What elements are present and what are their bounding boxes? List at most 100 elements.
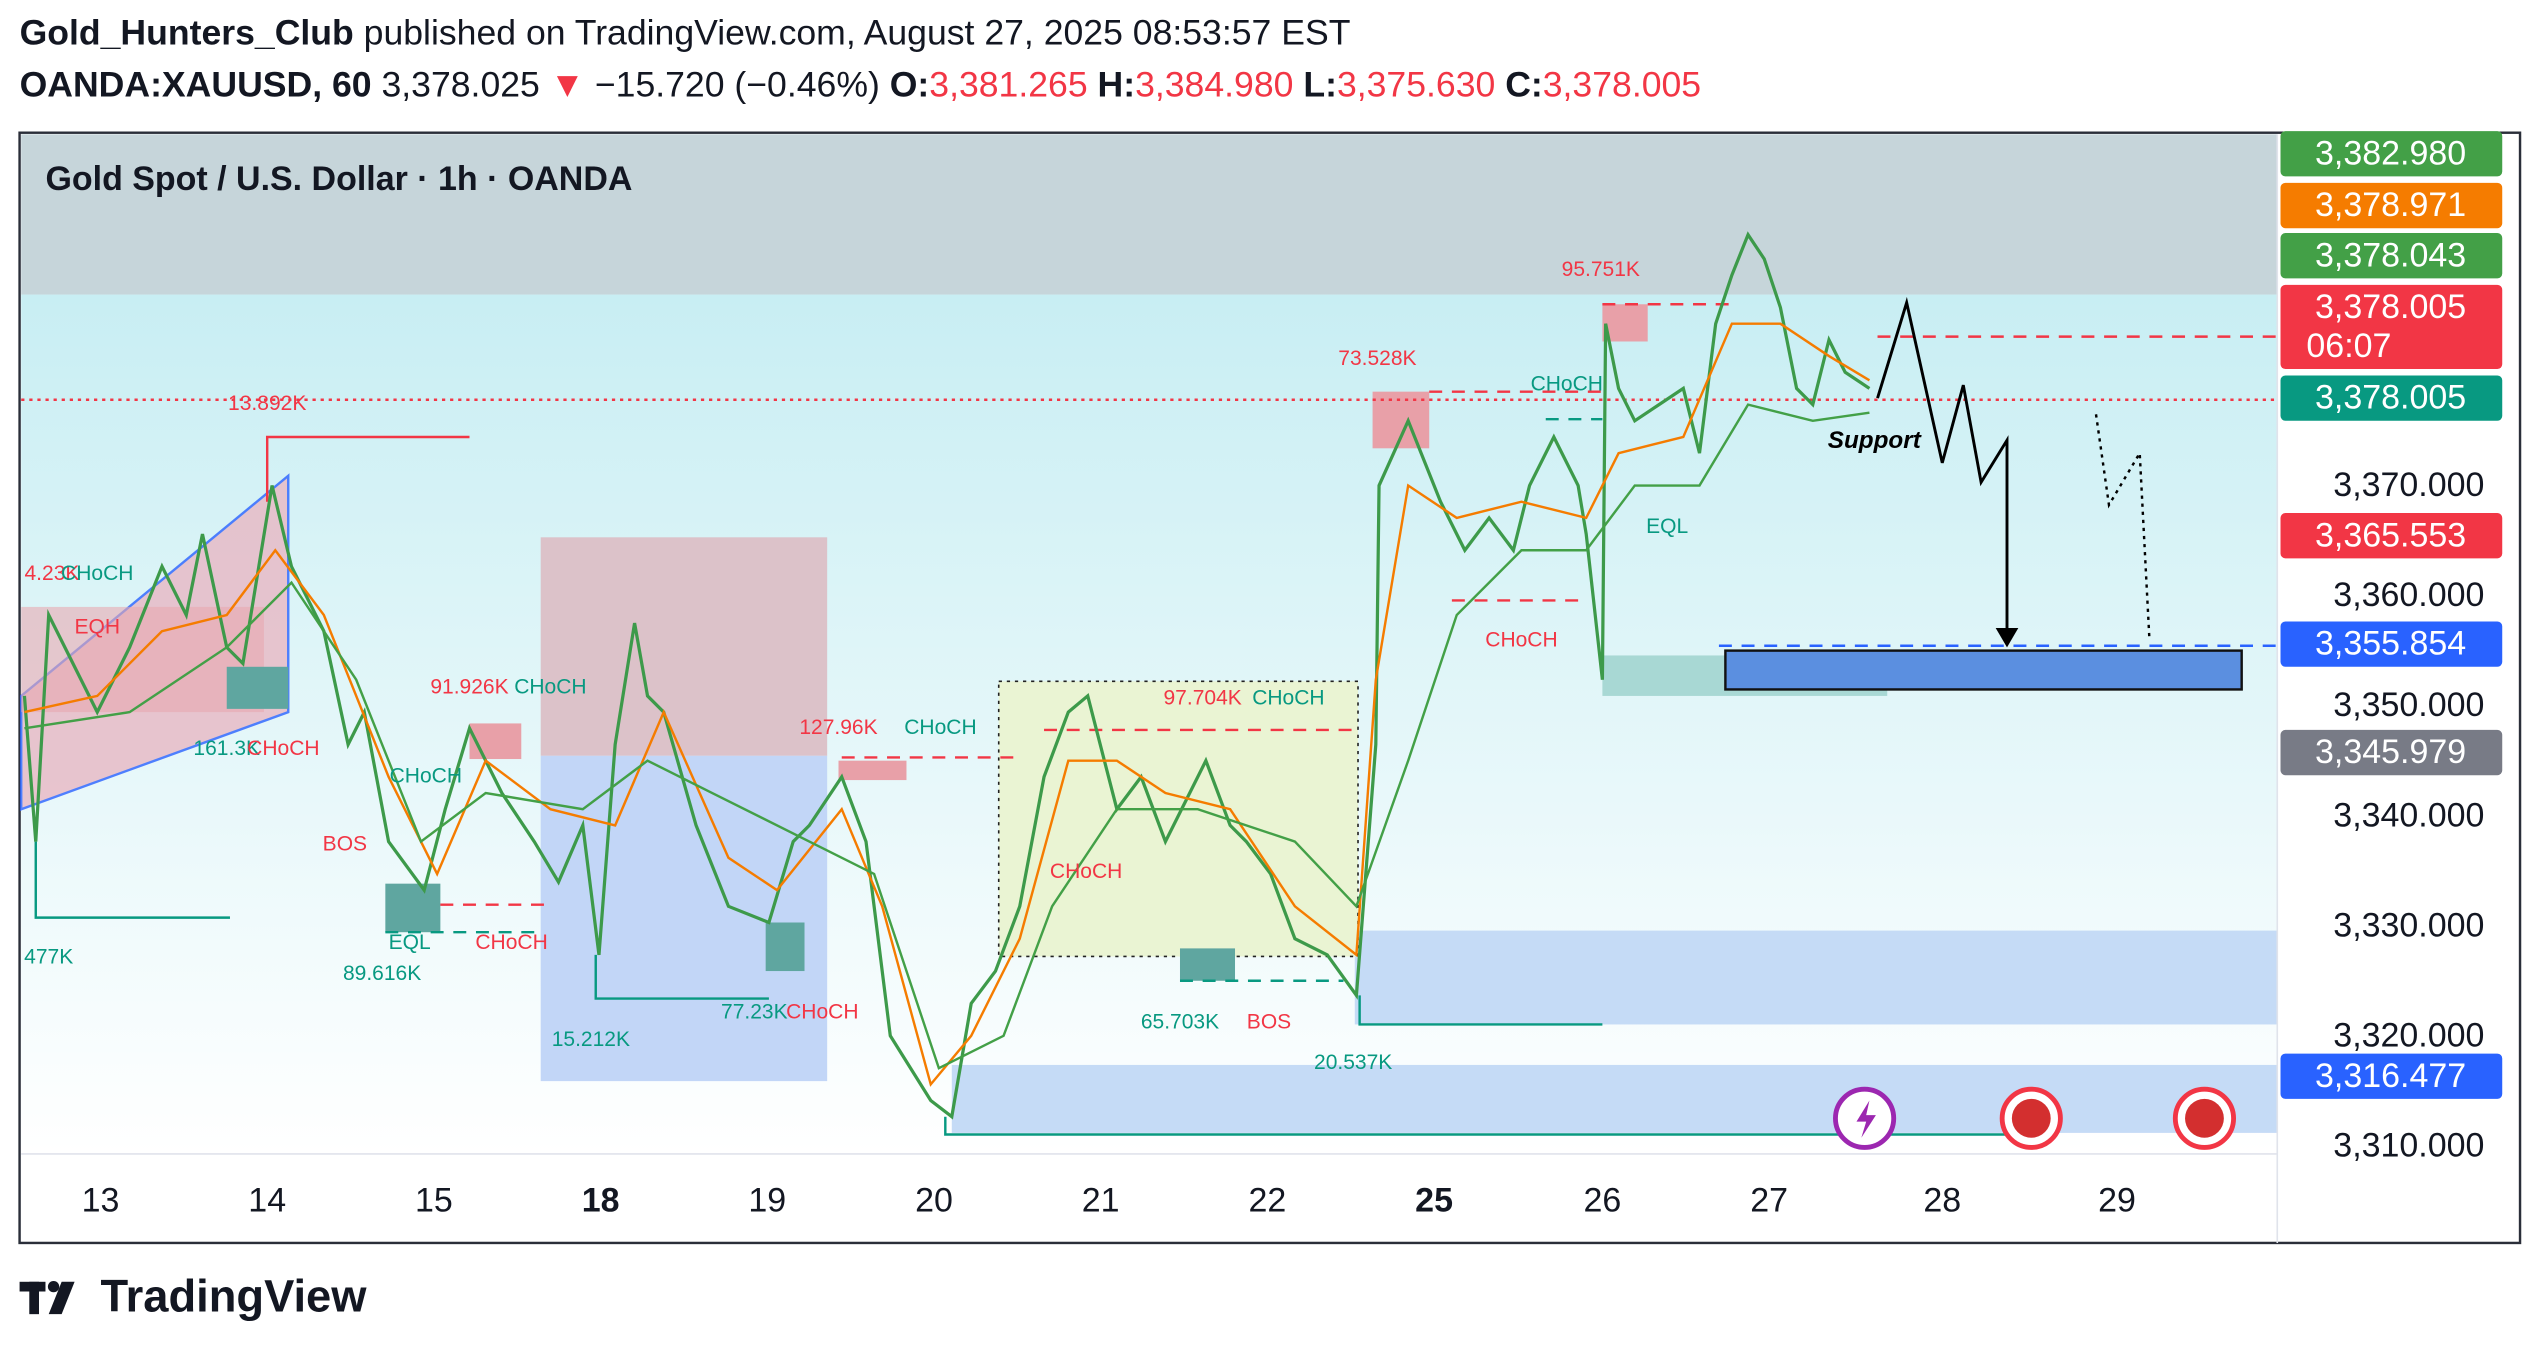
annotation: 4.23K	[24, 562, 79, 585]
ohlc-label: L:	[1303, 65, 1337, 105]
price-badge	[2280, 182, 2503, 229]
annotation: 97.704K	[1163, 687, 1241, 710]
price-tick-label: 3,350.000	[2333, 686, 2484, 724]
annotation: 20.537K	[1314, 1051, 1392, 1074]
annotation: CHoCH	[1531, 373, 1603, 396]
moving-average	[24, 403, 1870, 1070]
published-info: published on TradingView.com, August 27,…	[364, 13, 1351, 53]
change: −15.720 (−0.46%)	[595, 65, 880, 105]
time-label: 25	[1415, 1181, 1453, 1219]
header-line: Gold_Hunters_Club published on TradingVi…	[20, 13, 1351, 53]
annotation: CHoCH	[1485, 628, 1557, 651]
order-block	[226, 666, 289, 709]
countdown: 06:07	[2306, 327, 2391, 365]
price-badge-label: 3,382.980	[2315, 134, 2466, 172]
projection-arrow	[1876, 296, 2009, 645]
target-zone	[1724, 649, 2243, 691]
price-badge	[2280, 131, 2503, 177]
annotation: 15.212K	[552, 1028, 630, 1051]
author: Gold_Hunters_Club	[20, 13, 354, 53]
time-label: 21	[1082, 1181, 1120, 1219]
logo-text: TradingView	[101, 1271, 368, 1322]
ohlc-value: 3,384.980	[1135, 65, 1293, 105]
annotation: 477K	[24, 946, 73, 969]
demand-zone	[1354, 930, 2278, 1025]
price-path	[22, 231, 1871, 1120]
price-badge-label: 3,378.005	[2315, 379, 2466, 417]
event-icons	[1833, 1086, 2237, 1150]
down-arrow: ▼	[550, 65, 585, 105]
price-tick-label: 3,370.000	[2333, 466, 2484, 504]
order-block	[469, 723, 522, 760]
price-badge	[2280, 284, 2503, 369]
annotation: 73.528K	[1338, 347, 1416, 370]
annotation: BOS	[323, 832, 367, 855]
annotation: 95.751K	[1562, 258, 1640, 281]
price-tick-label: 3,360.000	[2333, 576, 2484, 614]
time-label: 20	[915, 1181, 953, 1219]
price-tick-label: 3,320.000	[2333, 1016, 2484, 1054]
chart-title: Gold Spot / U.S. Dollar · 1h · OANDA	[45, 160, 632, 198]
annotation: CHoCH	[514, 675, 586, 698]
ohlc-label: O:	[890, 65, 930, 105]
annotation: 65.703K	[1141, 1010, 1219, 1033]
header-line: OANDA:XAUUSD, 60 3,378.025 ▼ −15.720 (−0…	[20, 65, 1702, 105]
annotation: EQH	[74, 616, 120, 639]
annotation: 161.3K	[193, 737, 260, 760]
demand-zone	[540, 755, 828, 1082]
ohlc-value: 3,375.630	[1337, 65, 1495, 105]
annotation: 127.96K	[799, 716, 877, 739]
text-layer: Gold_Hunters_Club published on TradingVi…	[20, 13, 2503, 1322]
supply-zone	[21, 606, 264, 713]
annotation: CHoCH	[904, 716, 976, 739]
time-label: 18	[582, 1181, 620, 1219]
annotation: BOS	[1247, 1010, 1291, 1033]
order-block	[838, 760, 907, 781]
annotation: CHoCH	[1050, 860, 1122, 883]
time-label: 29	[2098, 1181, 2136, 1219]
annotation: CHoCH	[247, 737, 319, 760]
chart-frame	[18, 131, 2522, 1245]
order-block	[1602, 304, 1648, 342]
annotation: EQL	[389, 931, 431, 954]
order-block	[765, 922, 805, 972]
top-zone	[21, 134, 2278, 295]
time-label: 13	[82, 1181, 120, 1219]
price-tick-label: 3,310.000	[2333, 1126, 2484, 1164]
time-label: 27	[1750, 1181, 1788, 1219]
time-label: 15	[415, 1181, 453, 1219]
price-badge-label: 3,345.979	[2315, 733, 2466, 771]
price-badge	[2280, 1053, 2503, 1099]
price-tick-label: 3,330.000	[2333, 906, 2484, 944]
annotation: CHoCH	[475, 931, 547, 954]
arrow-head	[1995, 627, 2019, 648]
price-badge-label: 3,355.854	[2315, 625, 2466, 663]
price-badge	[2280, 621, 2503, 667]
ohlc-value: 3,378.005	[1543, 65, 1701, 105]
annotation: 89.616K	[343, 962, 421, 985]
moving-average	[24, 322, 1871, 1087]
price-badge	[2280, 729, 2503, 776]
ohlc-value: 3,381.265	[929, 65, 1087, 105]
price-badge	[2280, 233, 2503, 279]
logo-icon	[19, 1280, 75, 1315]
symbol: OANDA:XAUUSD, 60	[20, 65, 372, 105]
demand-zone	[951, 1064, 2278, 1133]
ohlc-label: H:	[1098, 65, 1136, 105]
price-badge-label: 3,316.477	[2315, 1057, 2466, 1095]
projection-arrow	[2094, 414, 2151, 640]
price-badge-label: 3,378.971	[2315, 186, 2466, 224]
annotation: 91.926K	[430, 675, 508, 698]
price-badge-label: 3,378.043	[2315, 236, 2466, 274]
time-label: 14	[248, 1181, 286, 1219]
annotation: EQL	[1646, 515, 1688, 538]
price: 3,378.025	[382, 65, 540, 105]
annotation: CHoCH	[390, 764, 462, 787]
annotation: 77.23K	[721, 1001, 788, 1024]
price-tick-label: 3,340.000	[2333, 796, 2484, 834]
annotation: CHoCH	[61, 562, 133, 585]
order-block	[385, 883, 441, 933]
ohlc-label: C:	[1505, 65, 1543, 105]
price-badge	[2280, 513, 2503, 559]
